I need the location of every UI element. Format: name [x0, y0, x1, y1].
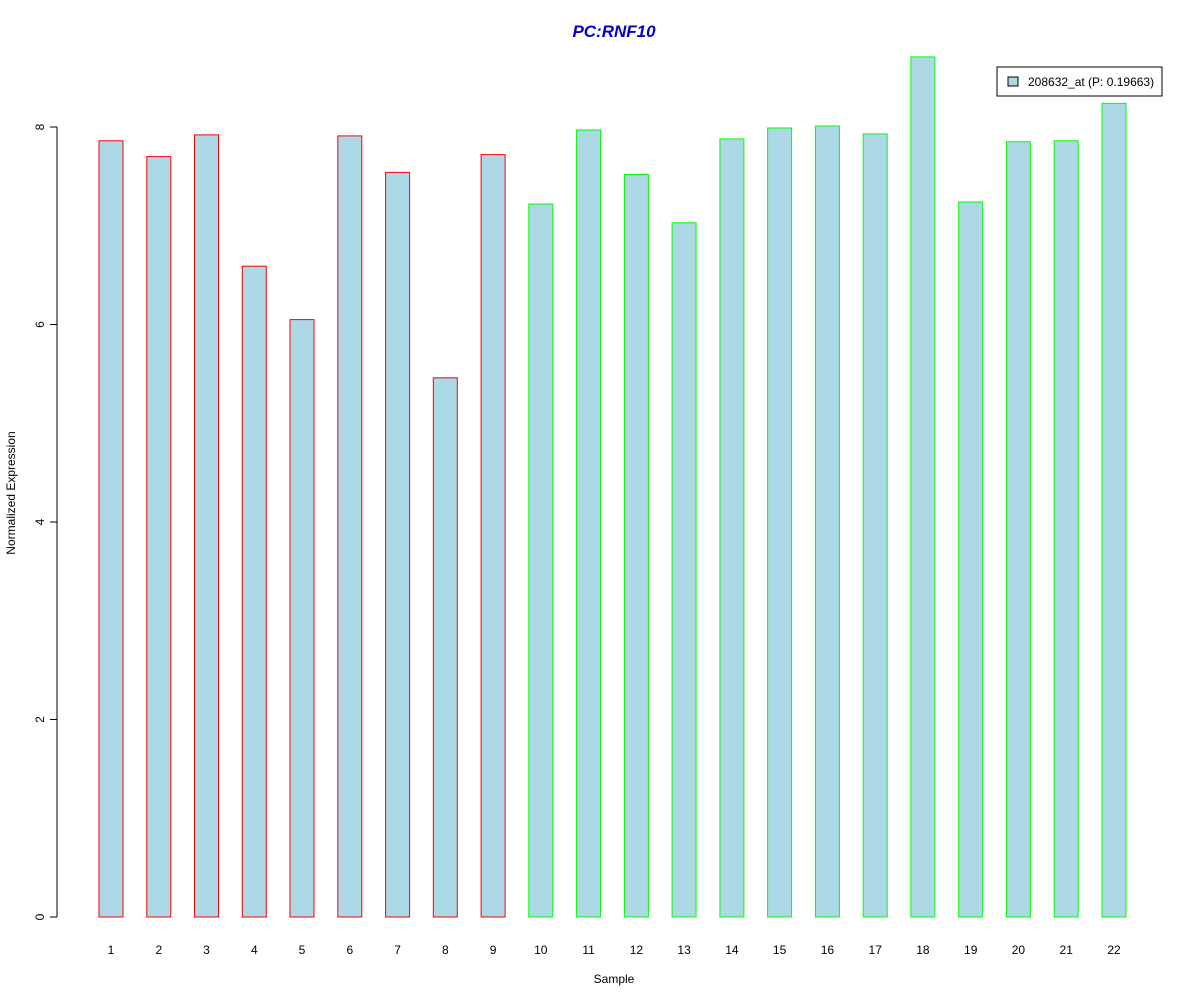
bar-sample-2 [146, 156, 172, 918]
x-tick-label: 5 [299, 943, 306, 957]
bar-sample-17 [862, 133, 888, 918]
bars [98, 56, 1127, 918]
bar-sample-3 [194, 134, 219, 918]
bar-sample-21 [1053, 140, 1079, 918]
legend: 208632_at (P: 0.19663) [996, 66, 1163, 97]
bar-sample-19 [958, 201, 984, 918]
x-tick-label: 18 [916, 943, 930, 957]
y-tick-label: 8 [33, 123, 47, 130]
x-tick-label: 11 [582, 943, 595, 957]
y-tick-label: 2 [33, 716, 47, 723]
y-axis: 0 2 4 6 8 [33, 123, 58, 920]
y-tick-label: 0 [33, 913, 47, 920]
bar-sample-10 [528, 203, 554, 918]
x-tick-label: 4 [251, 943, 258, 957]
x-tick-label: 6 [346, 943, 353, 957]
x-tick-label: 10 [534, 943, 548, 957]
x-tick-labels: 1 2 3 4 5 6 7 8 9 10 11 12 13 14 15 16 17 18 19 20 21 22 [108, 943, 1121, 957]
x-tick-label: 19 [964, 943, 978, 957]
bar-sample-11 [576, 129, 602, 918]
x-tick-label: 22 [1107, 943, 1121, 957]
legend-box [996, 66, 1163, 97]
x-tick-label: 12 [630, 943, 644, 957]
bar-sample-14 [719, 138, 745, 918]
y-tick-label: 6 [33, 321, 47, 328]
chart-title: PC:RNF10 [572, 22, 656, 41]
x-tick-label: 8 [442, 943, 449, 957]
bar-sample-6 [337, 135, 363, 918]
bar-sample-13 [671, 222, 697, 918]
x-tick-label: 17 [869, 943, 883, 957]
x-tick-label: 20 [1012, 943, 1026, 957]
x-tick-label: 13 [677, 943, 691, 957]
bar-sample-8 [432, 377, 458, 918]
y-axis-label: Normalized Expression [4, 431, 18, 554]
x-tick-label: 16 [821, 943, 835, 957]
bar-sample-5 [289, 319, 315, 918]
x-tick-label: 3 [203, 943, 210, 957]
y-tick-label: 4 [33, 518, 47, 525]
bar-sample-18 [910, 56, 936, 918]
bar-sample-20 [1005, 141, 1031, 918]
bar-sample-22 [1101, 102, 1127, 918]
bar-sample-15 [767, 127, 793, 918]
bar-sample-1 [98, 140, 124, 918]
x-tick-label: 21 [1060, 943, 1074, 957]
x-tick-label: 15 [773, 943, 787, 957]
bar-sample-9 [480, 154, 506, 918]
bar-sample-16 [814, 125, 840, 918]
x-tick-label: 7 [394, 943, 401, 957]
x-axis-label: Sample [594, 972, 635, 986]
bar-sample-12 [623, 173, 649, 918]
legend-entry: 208632_at (P: 0.19663) [1028, 75, 1154, 89]
x-tick-label: 2 [155, 943, 162, 957]
x-tick-label: 14 [725, 943, 739, 957]
legend-swatch [1007, 76, 1019, 87]
x-tick-label: 1 [108, 943, 115, 957]
bar-sample-7 [385, 171, 411, 918]
bar-sample-4 [241, 265, 267, 918]
x-tick-label: 9 [490, 943, 497, 957]
